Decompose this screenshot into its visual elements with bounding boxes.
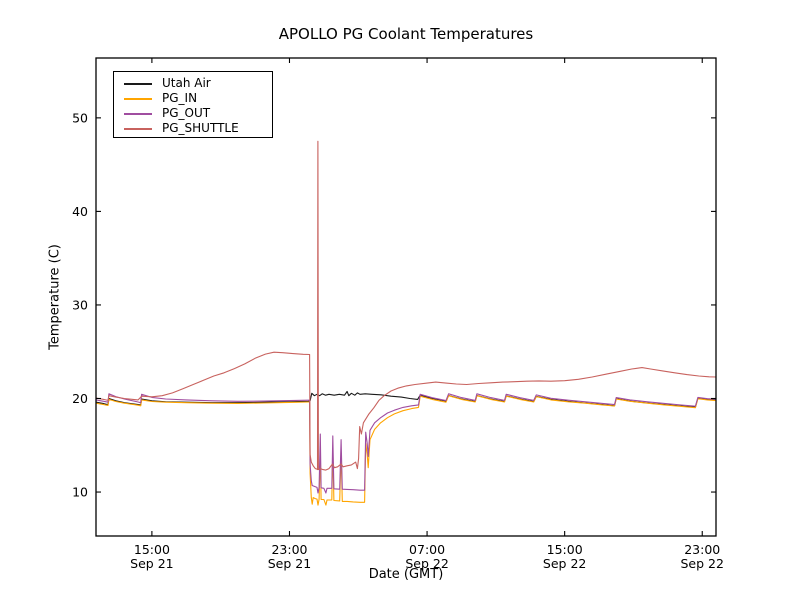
legend-label-utah-air: Utah Air: [162, 76, 211, 90]
chart-title: APOLLO PG Coolant Temperatures: [278, 25, 534, 43]
legend-line-pg-out: [124, 112, 152, 115]
legend-box: Utah Air PG_IN PG_OUT PG_SHUTTLE: [113, 71, 273, 138]
series-line-pg-shuttle: [96, 140, 716, 471]
legend-item-utah-air: Utah Air: [114, 76, 272, 91]
y-tick-label: 50: [72, 110, 88, 125]
legend-label-pg-shuttle: PG_SHUTTLE: [162, 121, 239, 135]
series-line-pg-in: [96, 395, 716, 506]
legend-item-pg-in: PG_IN: [114, 91, 272, 106]
x-tick-label-time: 15:00: [134, 542, 170, 557]
legend-label-pg-out: PG_OUT: [162, 106, 211, 120]
x-tick-label-date: Sep 21: [268, 556, 311, 571]
legend-label-pg-in: PG_IN: [162, 91, 198, 105]
x-tick-label-date: Sep 22: [681, 556, 724, 571]
x-tick-label-time: 23:00: [271, 542, 307, 557]
x-axis-label: Date (GMT): [368, 567, 444, 582]
y-tick-label: 40: [72, 204, 88, 219]
legend-line-pg-in: [124, 97, 152, 100]
x-tick-label-time: 23:00: [684, 542, 720, 557]
legend-item-pg-out: PG_OUT: [114, 106, 272, 121]
x-tick-label-time: 15:00: [547, 542, 583, 557]
y-axis-label: Temperature (C): [47, 244, 63, 350]
legend-line-utah-air: [124, 82, 152, 85]
x-tick-label-date: Sep 21: [130, 556, 173, 571]
legend-item-pg-shuttle: PG_SHUTTLE: [114, 121, 272, 136]
x-tick-label-date: Sep 22: [405, 556, 448, 571]
axes-frame: [95, 57, 717, 537]
x-tick-label-date: Sep 22: [543, 556, 586, 571]
y-tick-label: 10: [72, 485, 88, 500]
y-tick-label: 20: [72, 391, 88, 406]
series-line-utah-air: [96, 390, 716, 408]
legend-line-pg-shuttle: [124, 127, 152, 130]
y-tick-label: 30: [72, 297, 88, 312]
series-line-pg-out: [96, 393, 716, 494]
x-tick-label-time: 07:00: [409, 542, 445, 557]
